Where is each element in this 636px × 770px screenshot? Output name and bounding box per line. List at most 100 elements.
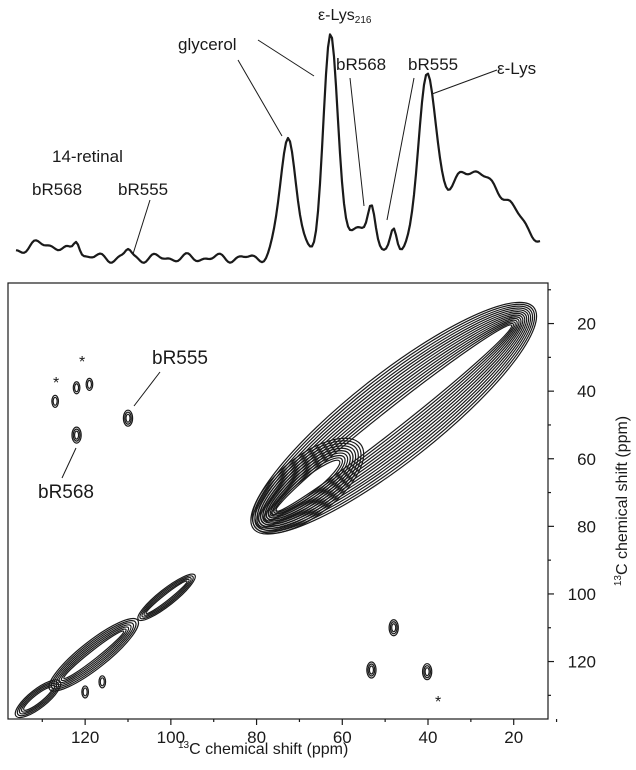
label-elys216-sub: 216 bbox=[355, 15, 372, 26]
glycerol-contour bbox=[270, 454, 346, 517]
y-tick-label: 60 bbox=[577, 450, 596, 469]
label-elys216-main: ε-Lys bbox=[318, 7, 355, 24]
x-tick-label: 40 bbox=[419, 728, 438, 747]
label-glycerol: glycerol bbox=[178, 35, 237, 54]
cross-peak-contour bbox=[99, 677, 105, 687]
diagonal-ridge-contour bbox=[263, 314, 524, 522]
label-br555-left-main: bR bbox=[118, 180, 140, 199]
diagonal-ridge-contour bbox=[267, 317, 520, 519]
label-br568-top-main: bR bbox=[336, 55, 358, 74]
label-br555-left: bR555 bbox=[118, 180, 168, 199]
diagonal-ridge-contour bbox=[265, 316, 522, 521]
cross-peak-contour bbox=[125, 413, 131, 423]
y-tick-label: 80 bbox=[577, 517, 596, 536]
annot-br568: bR568 bbox=[38, 482, 94, 503]
diagonal-ridge-contour bbox=[262, 312, 526, 524]
cross-peak-contour bbox=[86, 379, 93, 389]
x-tick-label: 80 bbox=[247, 728, 266, 747]
lower-diagonal-contour bbox=[60, 628, 127, 682]
y-tick-label: 40 bbox=[577, 382, 596, 401]
y-tick-label: 100 bbox=[568, 585, 596, 604]
leader-br568-top bbox=[349, 77, 365, 207]
mid-diagonal-contour bbox=[141, 577, 192, 618]
x-tick-label: 60 bbox=[333, 728, 352, 747]
leader-br555-left bbox=[132, 199, 151, 255]
lower-diagonal-contour bbox=[58, 626, 130, 684]
corner-diagonal-contour bbox=[23, 686, 53, 711]
top-leader-lines bbox=[132, 39, 498, 255]
y-tick-label: 20 bbox=[577, 315, 596, 334]
cross-peak-contour bbox=[424, 667, 430, 677]
label-elys216: ε-Lys216 bbox=[318, 7, 372, 26]
asterisk-2: * bbox=[79, 354, 85, 371]
mid-diagonal-contour bbox=[143, 578, 190, 616]
cross-peak-contour bbox=[368, 665, 375, 675]
diagonal-ridge-contour bbox=[254, 305, 534, 531]
leader-br555-top bbox=[386, 77, 415, 221]
label-br568-left-main: bR bbox=[32, 180, 54, 199]
top-1d-spectrum-trace bbox=[15, 33, 541, 264]
plot-annotations: bR555 bR568 * * * bbox=[38, 348, 441, 711]
lower-diagonal-contour bbox=[48, 617, 140, 692]
glycerol-contour bbox=[254, 440, 362, 532]
glycerol-contour bbox=[262, 447, 354, 524]
label-br555-top: bR555 bbox=[408, 55, 458, 74]
label-br568-left-sub: 568 bbox=[54, 180, 82, 199]
x-tick-label: 120 bbox=[71, 728, 99, 747]
mid-diagonal-contour bbox=[137, 573, 196, 622]
y-tick-label: 120 bbox=[568, 653, 596, 672]
glycerol-contour bbox=[265, 450, 351, 522]
label-br568-left: bR568 bbox=[32, 180, 82, 199]
diagonal-ridge-contour bbox=[275, 324, 513, 513]
diagonal-ridge-contour bbox=[269, 319, 518, 517]
y-axis-title: 13C chemical shift (ppm) bbox=[613, 416, 631, 586]
cross-peak-contour bbox=[85, 377, 94, 391]
cross-peak-contour bbox=[122, 409, 134, 427]
cross-peak-contour bbox=[389, 621, 398, 635]
cross-peak-contour bbox=[71, 426, 82, 444]
annot-br555-sub: 555 bbox=[176, 348, 208, 369]
annot-br555: bR555 bbox=[152, 348, 208, 369]
cross-peak-contour bbox=[367, 663, 376, 677]
cross-peak-contour bbox=[366, 661, 377, 679]
label-br568-top: bR568 bbox=[336, 55, 386, 74]
cross-peak-contour bbox=[82, 687, 88, 697]
glycerol-contour bbox=[267, 452, 349, 519]
label-elys: ε-Lys bbox=[497, 59, 536, 78]
cross-peak-contour bbox=[52, 396, 58, 406]
glycerol-contour bbox=[275, 459, 341, 512]
corner-diagonal-contour bbox=[14, 679, 62, 719]
annot-br555-main: bR bbox=[152, 348, 176, 369]
cross-peak-contour bbox=[124, 411, 132, 425]
asterisk-1: * bbox=[53, 375, 59, 392]
leader-glycerol-2 bbox=[257, 39, 315, 77]
cross-peak-contour bbox=[81, 685, 90, 699]
cross-peak-contour bbox=[51, 394, 60, 408]
label-br555-top-sub: 555 bbox=[430, 55, 458, 74]
x-axis-title-rest: C chemical shift (ppm) bbox=[189, 741, 348, 758]
top-trace-labels: glycerol ε-Lys216 bR568 bR555 ε-Lys 14-r… bbox=[32, 7, 536, 199]
plot-frame bbox=[7, 282, 549, 720]
diagonal-ridge-contour bbox=[256, 307, 532, 529]
cross-peak-contour bbox=[73, 430, 80, 440]
label-14-retinal: 14-retinal bbox=[52, 147, 123, 166]
leader-elys bbox=[431, 69, 498, 95]
asterisk-3: * bbox=[435, 694, 441, 711]
annot-br568-main: bR bbox=[38, 482, 62, 503]
diagonal-ridge-contour bbox=[271, 321, 516, 516]
x-tick-label: 20 bbox=[504, 728, 523, 747]
x-axis-title-sup: 13 bbox=[178, 740, 190, 751]
glycerol-contour bbox=[273, 457, 343, 515]
y-axis-title-sup: 13 bbox=[613, 575, 624, 587]
mid-diagonal-contour bbox=[139, 575, 194, 620]
corner-diagonal-contour bbox=[18, 682, 58, 715]
cross-peak-contour bbox=[388, 619, 399, 637]
diagonal-ridge-contour bbox=[258, 309, 530, 528]
cross-peak-contour bbox=[98, 675, 107, 689]
x-tick-label: 100 bbox=[157, 728, 185, 747]
label-br555-left-sub: 555 bbox=[140, 180, 168, 199]
corner-diagonal-contour bbox=[20, 684, 56, 713]
corner-diagonal-contour bbox=[16, 681, 60, 717]
leader-annot-br555 bbox=[133, 371, 161, 407]
